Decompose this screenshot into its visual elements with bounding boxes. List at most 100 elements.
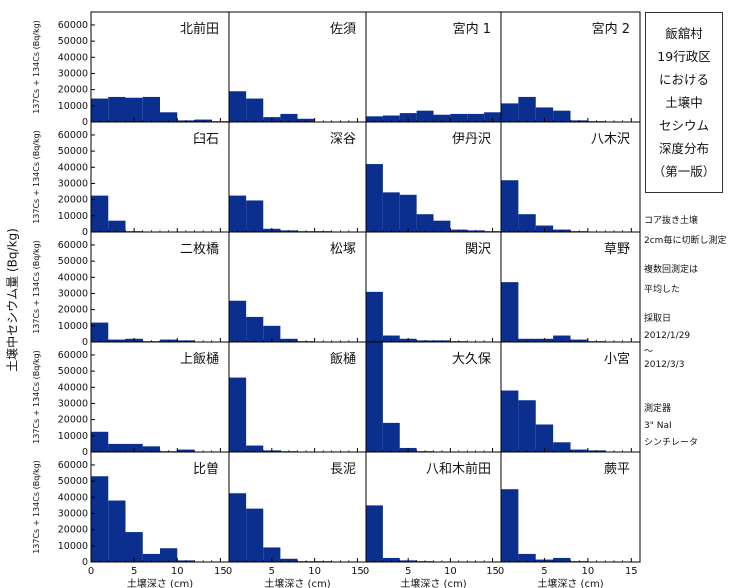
y-tick-label-2-50000: 50000	[58, 146, 88, 157]
y-tick-label-5-30000: 30000	[58, 508, 88, 519]
x-axis-label-3: 土壌深さ (cm)	[400, 577, 466, 588]
y-tick-label-3-40000: 40000	[58, 272, 88, 283]
y-tick-label-3-0: 0	[82, 337, 88, 348]
bar-17-4	[142, 553, 160, 562]
note-date-label: 採取日	[644, 314, 672, 324]
y-tick-label-1-0: 0	[82, 117, 88, 128]
bar-6-2	[246, 200, 264, 232]
y-tick-label-3-20000: 20000	[58, 305, 88, 316]
x-axis-label-4: 土壌深さ (cm)	[537, 577, 603, 588]
bar-10-1	[229, 300, 247, 342]
bar-18-2	[246, 508, 264, 562]
x-tick-label-2-5: 5	[269, 566, 275, 577]
y-tick-label-4-30000: 30000	[58, 398, 88, 409]
y-tick-label-5-20000: 20000	[58, 525, 88, 536]
bar-18-1	[229, 493, 247, 562]
bar-4-2	[518, 96, 536, 122]
bar-7-4	[416, 214, 434, 232]
bar-4-4	[553, 110, 571, 122]
bar-8-2	[518, 214, 536, 232]
y-tick-label-3-10000: 10000	[58, 321, 88, 332]
panel-label-13: 上飯樋	[180, 351, 219, 367]
bar-3-5	[433, 114, 451, 122]
x-tick-label-2-0: 0	[226, 566, 232, 577]
panel-label-10: 松塚	[330, 242, 356, 257]
note-date-end: 2012/3/3	[644, 360, 685, 370]
title-line-1: 飯舘村	[665, 26, 703, 41]
y-tick-label-4-60000: 60000	[58, 350, 88, 361]
x-tick-label-1-15: 15	[214, 566, 227, 577]
bar-20-2	[518, 553, 536, 562]
bar-2-4	[280, 113, 298, 122]
bar-8-1	[501, 180, 519, 232]
panel-y-axis-label-4: 137Cs + 134Cs (Bq/kg)	[32, 350, 41, 444]
x-tick-label-4-0: 0	[498, 566, 504, 577]
bar-1-4	[142, 96, 160, 122]
y-tick-label-5-40000: 40000	[58, 492, 88, 503]
x-tick-label-2-15: 15	[351, 566, 364, 577]
y-tick-label-1-60000: 60000	[58, 20, 88, 31]
note-avg-1: 複数回測定は	[644, 265, 699, 275]
bar-1-1	[91, 98, 109, 122]
y-tick-label-5-60000: 60000	[58, 460, 88, 471]
bar-3-6	[450, 113, 468, 122]
bar-17-1	[91, 476, 109, 562]
bar-13-2	[108, 443, 126, 452]
bar-18-3	[263, 547, 281, 562]
bar-17-3	[125, 532, 143, 562]
y-tick-label-4-40000: 40000	[58, 382, 88, 393]
title-line-6: 深度分布	[658, 141, 709, 156]
x-tick-label-3-0: 0	[363, 566, 369, 577]
panel-y-axis-label-5: 137Cs + 134Cs (Bq/kg)	[32, 460, 41, 554]
bar-7-2	[382, 192, 400, 232]
bar-1-5	[160, 112, 178, 122]
y-tick-label-4-50000: 50000	[58, 366, 88, 377]
x-tick-label-1-0: 0	[88, 566, 94, 577]
bar-7-1	[366, 164, 383, 232]
y-tick-label-1-10000: 10000	[58, 101, 88, 112]
panel-label-19: 八和木前田	[426, 461, 491, 477]
y-tick-label-4-20000: 20000	[58, 415, 88, 426]
bar-3-8	[484, 112, 501, 122]
bar-17-2	[108, 500, 126, 562]
y-tick-label-2-0: 0	[82, 227, 88, 238]
bar-15-1	[366, 342, 383, 452]
x-tick-label-1-10: 10	[171, 566, 184, 577]
note-instrument-label: 測定器	[644, 404, 672, 414]
y-tick-label-5-10000: 10000	[58, 541, 88, 552]
bar-6-1	[229, 195, 247, 232]
panel-label-18: 長泥	[330, 462, 356, 477]
bar-10-3	[263, 325, 281, 342]
panel-label-20: 蕨平	[604, 462, 630, 477]
panel-label-8: 八木沢	[591, 132, 630, 147]
note-instrument-1: 3" NaI	[644, 421, 672, 431]
bar-3-4	[416, 110, 434, 122]
note-instrument-2: シンチレータ	[644, 438, 699, 448]
title-line-7: （第一版）	[652, 164, 716, 179]
x-tick-label-4-15: 15	[625, 566, 638, 577]
figure-title-box: 飯舘村 19行政区 における 土壌中 セシウム 深度分布 （第一版）	[645, 12, 723, 193]
bar-1-2	[108, 96, 126, 122]
panel-label-3: 宮内 1	[453, 21, 491, 37]
note-date-sep: 〜	[644, 347, 654, 357]
y-tick-label-4-0: 0	[82, 447, 88, 458]
title-line-2: 19行政区	[657, 49, 711, 64]
x-tick-label-3-10: 10	[444, 566, 457, 577]
panel-label-17: 比曽	[193, 462, 219, 477]
y-tick-label-1-20000: 20000	[58, 85, 88, 96]
y-tick-label-1-50000: 50000	[58, 36, 88, 47]
bar-13-1	[91, 431, 109, 452]
note-avg-2: 平均した	[644, 285, 681, 295]
panel-label-16: 小宮	[604, 351, 630, 367]
bar-3-2	[382, 115, 400, 122]
panel-label-7: 伊丹沢	[452, 132, 491, 147]
bar-11-2	[382, 335, 400, 342]
panel-label-6: 深谷	[330, 132, 356, 147]
bar-2-1	[229, 91, 247, 122]
y-tick-label-5-0: 0	[82, 557, 88, 568]
y-tick-label-3-30000: 30000	[58, 288, 88, 299]
y-tick-label-3-60000: 60000	[58, 240, 88, 251]
y-tick-label-2-10000: 10000	[58, 211, 88, 222]
bar-16-3	[535, 424, 554, 452]
x-tick-label-3-5: 5	[405, 566, 411, 577]
